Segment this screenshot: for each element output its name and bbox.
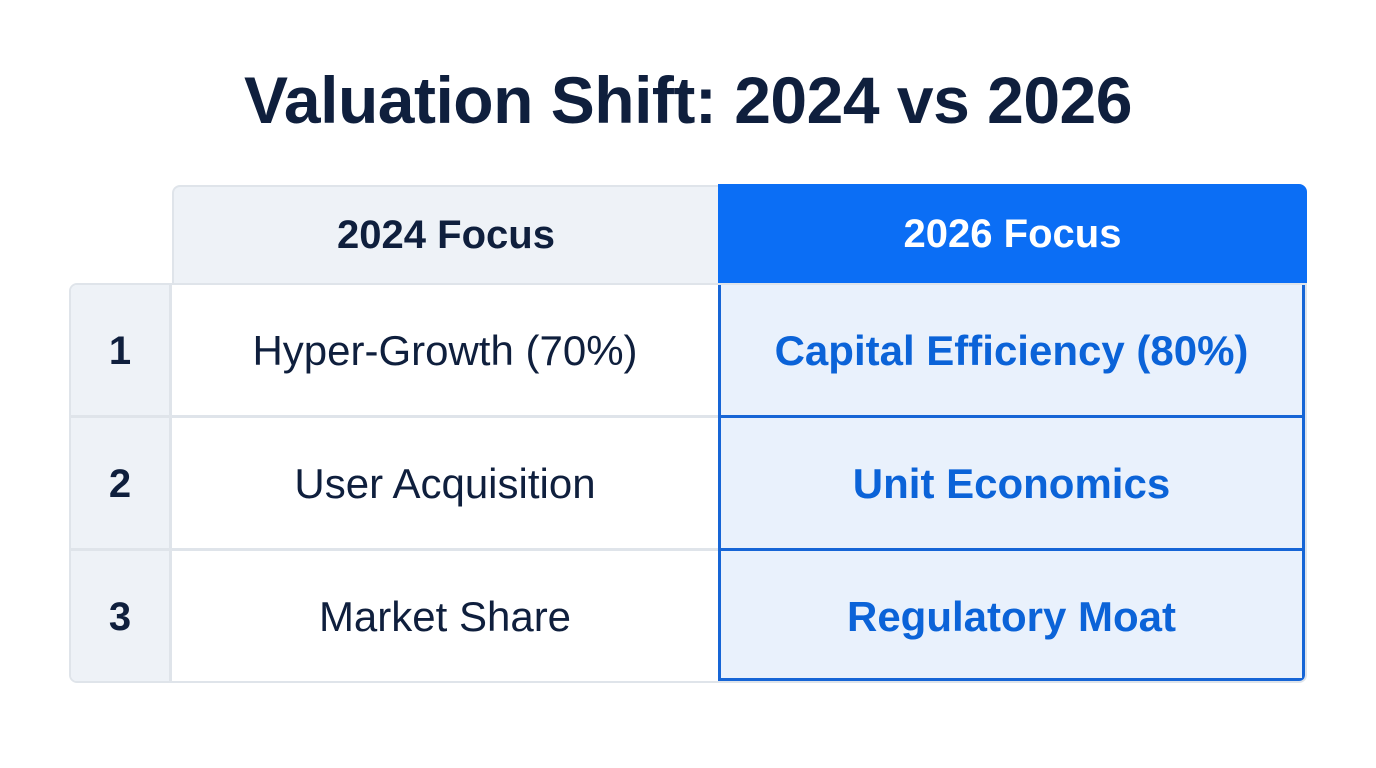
cell-2026: Capital Efficiency (80%): [718, 285, 1305, 417]
cell-2024: User Acquisition: [172, 418, 718, 550]
cell-2026: Unit Economics: [718, 418, 1305, 550]
row-rank: 2: [71, 418, 172, 550]
header-2026-focus: 2026 Focus: [718, 184, 1307, 285]
cell-2026: Regulatory Moat: [718, 551, 1305, 681]
row-divider: [71, 548, 718, 551]
table-row: 2 User Acquisition Unit Economics: [71, 418, 1305, 550]
table-bottom-border: [718, 678, 1305, 681]
table-row: 1 Hyper-Growth (70%) Capital Efficiency …: [71, 285, 1305, 417]
page-title: Valuation Shift: 2024 vs 2026: [244, 63, 1132, 137]
row-rank: 3: [71, 551, 172, 681]
comparison-table: 1 Hyper-Growth (70%) Capital Efficiency …: [69, 283, 1307, 683]
header-2024-focus: 2024 Focus: [172, 185, 718, 283]
row-divider: [71, 415, 718, 418]
cell-2024: Hyper-Growth (70%): [172, 285, 718, 417]
row-divider: [718, 415, 1305, 418]
cell-2024: Market Share: [172, 551, 718, 681]
row-rank: 1: [71, 285, 172, 417]
row-divider: [718, 548, 1305, 551]
table-row: 3 Market Share Regulatory Moat: [71, 551, 1305, 681]
